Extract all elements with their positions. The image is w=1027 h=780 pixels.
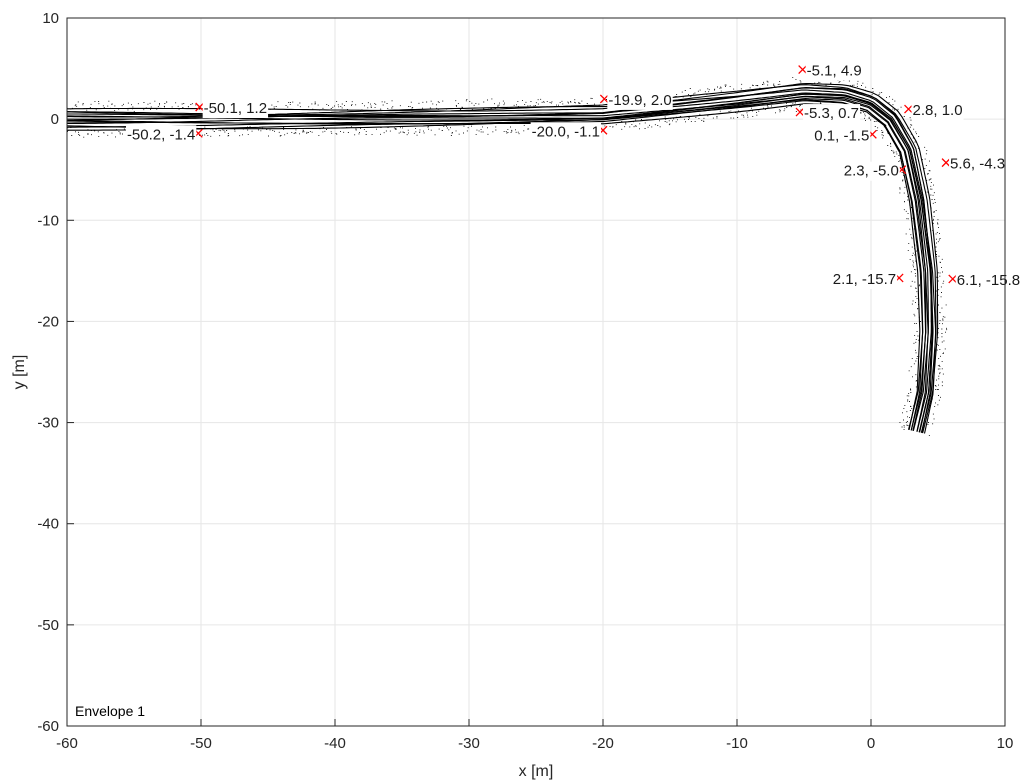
annotation-label-bg [530, 122, 601, 142]
annotation-label-bg [802, 104, 861, 124]
marker-stroke [948, 274, 958, 284]
marker-stroke [599, 94, 609, 104]
annotation-label-bg [911, 101, 964, 121]
annotation-marker [195, 102, 205, 112]
y-tick-label: -30 [37, 415, 59, 432]
marker-stroke [795, 107, 805, 117]
annotation-marker [795, 107, 805, 117]
y-tick-label: -40 [37, 516, 59, 533]
y-tick-label: -20 [37, 313, 59, 330]
annotation-label: -19.9, 2.0 [608, 92, 671, 109]
x-tick-label: -30 [458, 735, 480, 752]
axis-ticks: -60 -50 -40 -30 -20 -10 0 10 -60 -50 -40 -30 -20 -10 0… [37, 10, 1013, 752]
annotation-label-bg [202, 99, 269, 119]
x-tick-label: 10 [997, 735, 1014, 752]
annotation-layer: -50.1, 1.2 -50.2, -1.4 -19.9, 2.0 -20.0, -1… [125, 61, 1022, 290]
y-tick-label: -50 [37, 617, 59, 634]
annotation-label-bg [842, 161, 900, 181]
annotation-marker [941, 158, 951, 168]
annotation-label-bg [813, 126, 871, 146]
annotation-marker [948, 274, 958, 284]
annotation-label: 2.3, -5.0 [844, 163, 899, 180]
trajectory-line [67, 93, 933, 433]
y-tick-label: -60 [37, 718, 59, 735]
x-tick-label: -20 [592, 735, 614, 752]
annotation-label-bg [805, 61, 863, 81]
y-tick-label: 10 [42, 10, 59, 27]
annotation-label: 6.1, -15.8 [957, 272, 1020, 289]
annotation-label: -20.0, -1.1 [532, 123, 600, 140]
annotation-marker [904, 104, 913, 114]
legend-box [68, 698, 168, 725]
annotation-marker [798, 65, 808, 75]
marker-stroke [904, 104, 913, 114]
annotation-label: 5.6, -4.3 [950, 156, 1005, 173]
annotation-label-bg [831, 269, 898, 289]
y-tick-label: -10 [37, 212, 59, 229]
marker-stroke [798, 65, 808, 75]
annotation-label: 2.1, -15.7 [833, 271, 896, 288]
y-axis-label: y [m] [11, 355, 28, 390]
annotation-label: 0.1, -1.5 [814, 127, 869, 144]
x-tick-label: -10 [726, 735, 748, 752]
trajectory-line [66, 98, 927, 431]
x-tick-label: -40 [324, 735, 346, 752]
trajectory-line [67, 100, 924, 431]
legend-entry-envelope-1: Envelope 1 [75, 703, 145, 719]
annotation-marker [599, 94, 609, 104]
x-tick-label: 0 [867, 735, 875, 752]
annotation-label: -50.1, 1.2 [204, 100, 267, 117]
y-tick-label: 0 [51, 111, 59, 128]
annotation-label: 2.8, 1.0 [913, 102, 963, 119]
marker-stroke [941, 158, 951, 168]
annotation-label: -5.3, 0.7 [804, 105, 859, 122]
marker-stroke [195, 102, 205, 112]
plot-box [66, 17, 1006, 727]
trajectory-line [66, 99, 921, 431]
annotation-label: -5.1, 4.9 [807, 63, 862, 80]
annotation-label-bg [949, 154, 1007, 174]
annotation-label-bg [607, 90, 673, 110]
x-tick-label: -60 [56, 735, 78, 752]
trajectory-line [67, 103, 924, 430]
x-axis-label: x [m] [519, 763, 554, 780]
annotation-label-bg [125, 125, 197, 145]
annotation-label: -50.2, -1.4 [127, 126, 195, 143]
x-tick-label: -50 [190, 735, 212, 752]
